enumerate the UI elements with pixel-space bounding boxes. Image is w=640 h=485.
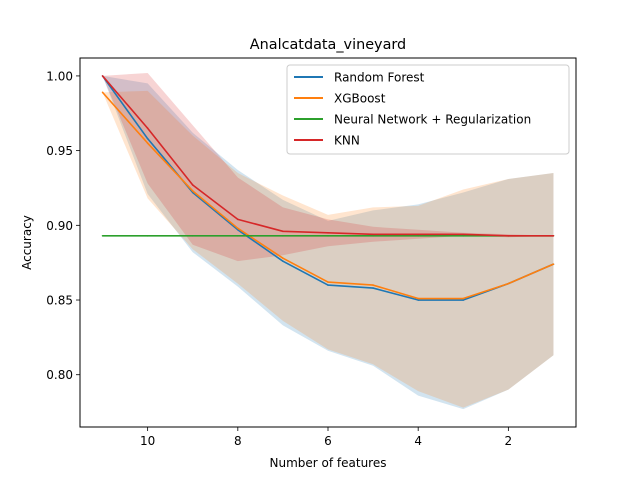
xgboost-point (146, 142, 149, 144)
knn-point (101, 75, 104, 77)
x-tick-label: 4 (414, 434, 422, 448)
y-tick-label: 0.80 (46, 368, 73, 382)
knn-band (102, 72, 554, 262)
legend: Random Forest XGBoost Neural Network + Reg… (286, 64, 570, 155)
x-tick-label: 6 (324, 434, 332, 448)
xgboost-band (102, 90, 554, 408)
neural-network-regularization-point (372, 234, 374, 237)
xgboost-point (327, 281, 329, 283)
xgboost-point (552, 263, 555, 265)
xgboost-point (417, 297, 419, 300)
x-tick-label: 2 (505, 434, 513, 448)
neural-network-regularization-legend-label: Neural Network + Regularization (334, 113, 531, 127)
neural-network-regularization-point (146, 234, 149, 237)
knn-point (552, 234, 555, 237)
series-lines (101, 75, 555, 301)
xgboost-point (101, 91, 104, 94)
x-tick-label: 10 (140, 434, 155, 448)
neural-network-regularization-point (101, 234, 104, 237)
random-forest-point (146, 137, 149, 140)
knn-point (507, 234, 510, 237)
knn-point (372, 233, 374, 236)
xgboost-point (372, 284, 374, 286)
knn-point (282, 230, 284, 233)
neural-network-regularization-point (462, 234, 465, 237)
random-forest-point (372, 287, 374, 289)
xgboost-point (191, 190, 194, 192)
y-tick-label: 1.00 (46, 69, 73, 83)
neural-network-regularization-point (327, 234, 329, 237)
random-forest-point (417, 299, 419, 301)
y-tick-label: 0.85 (46, 294, 73, 308)
random-forest-point (462, 299, 465, 301)
random-forest-band (102, 75, 554, 410)
xgboost-point (237, 227, 239, 230)
neural-network-regularization-point (191, 234, 194, 237)
knn-point (191, 184, 194, 186)
y-axis-label: Accuracy (20, 215, 34, 270)
xgboost-point (507, 282, 510, 285)
y-axis-ticks: 0.80 0.85 0.90 0.95 1.00 (46, 69, 80, 382)
confidence-bands (102, 72, 554, 410)
x-axis-ticks: 10 8 6 4 2 (140, 427, 512, 448)
knn-point (237, 218, 239, 221)
xgboost-point (462, 297, 465, 300)
random-forest-legend-label: Random Forest (334, 71, 425, 85)
x-axis-label: Number of features (270, 456, 387, 470)
random-forest-point (327, 284, 329, 286)
neural-network-regularization-point (417, 234, 419, 237)
random-forest-point (282, 260, 284, 262)
xgboost-point (282, 257, 284, 259)
y-tick-label: 0.95 (46, 144, 73, 158)
knn-point (417, 233, 419, 236)
xgboost-legend-label: XGBoost (334, 92, 386, 106)
neural-network-regularization-point (282, 234, 284, 237)
knn-point (146, 127, 149, 130)
chart-title: Analcatdata_vineyard (250, 37, 406, 53)
legend-box (286, 64, 570, 155)
y-tick-label: 0.90 (46, 219, 73, 233)
knn-point (462, 233, 465, 236)
x-tick-label: 8 (234, 434, 242, 448)
knn-point (327, 231, 329, 234)
knn-legend-label: KNN (334, 134, 360, 148)
neural-network-regularization-point (237, 234, 239, 237)
